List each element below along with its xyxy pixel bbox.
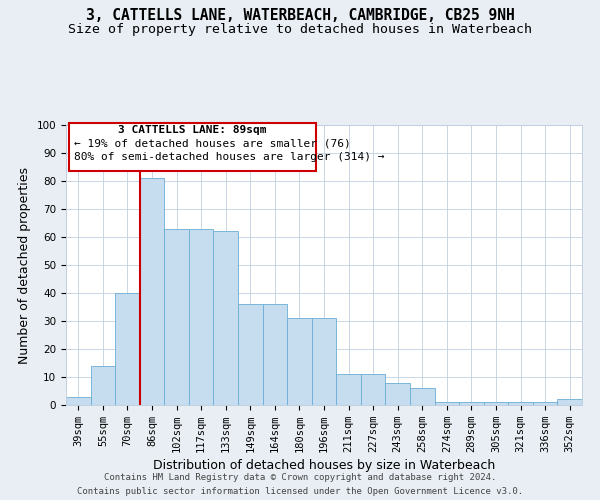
Bar [263, 304, 287, 405]
Text: Contains HM Land Registry data © Crown copyright and database right 2024.: Contains HM Land Registry data © Crown c… [104, 473, 496, 482]
Bar [238, 304, 263, 405]
Text: Contains public sector information licensed under the Open Government Licence v3: Contains public sector information licen… [77, 486, 523, 496]
Bar [140, 178, 164, 405]
Bar [508, 402, 533, 405]
Text: Size of property relative to detached houses in Waterbeach: Size of property relative to detached ho… [68, 22, 532, 36]
Bar [66, 396, 91, 405]
Bar [484, 402, 508, 405]
Bar [189, 228, 214, 405]
Bar [361, 374, 385, 405]
Bar [410, 388, 434, 405]
Bar [336, 374, 361, 405]
Bar [385, 382, 410, 405]
Text: 3 CATTELLS LANE: 89sqm: 3 CATTELLS LANE: 89sqm [118, 125, 267, 135]
Bar [557, 400, 582, 405]
Bar [312, 318, 336, 405]
Bar [533, 402, 557, 405]
Text: 3, CATTELLS LANE, WATERBEACH, CAMBRIDGE, CB25 9NH: 3, CATTELLS LANE, WATERBEACH, CAMBRIDGE,… [86, 8, 514, 22]
Text: 80% of semi-detached houses are larger (314) →: 80% of semi-detached houses are larger (… [74, 152, 385, 162]
Bar [287, 318, 312, 405]
Bar [115, 293, 140, 405]
Bar [214, 232, 238, 405]
Bar [459, 402, 484, 405]
Y-axis label: Number of detached properties: Number of detached properties [18, 166, 31, 364]
Text: ← 19% of detached houses are smaller (76): ← 19% of detached houses are smaller (76… [74, 139, 350, 149]
X-axis label: Distribution of detached houses by size in Waterbeach: Distribution of detached houses by size … [153, 459, 495, 472]
Bar [91, 366, 115, 405]
Bar [164, 228, 189, 405]
Bar [434, 402, 459, 405]
